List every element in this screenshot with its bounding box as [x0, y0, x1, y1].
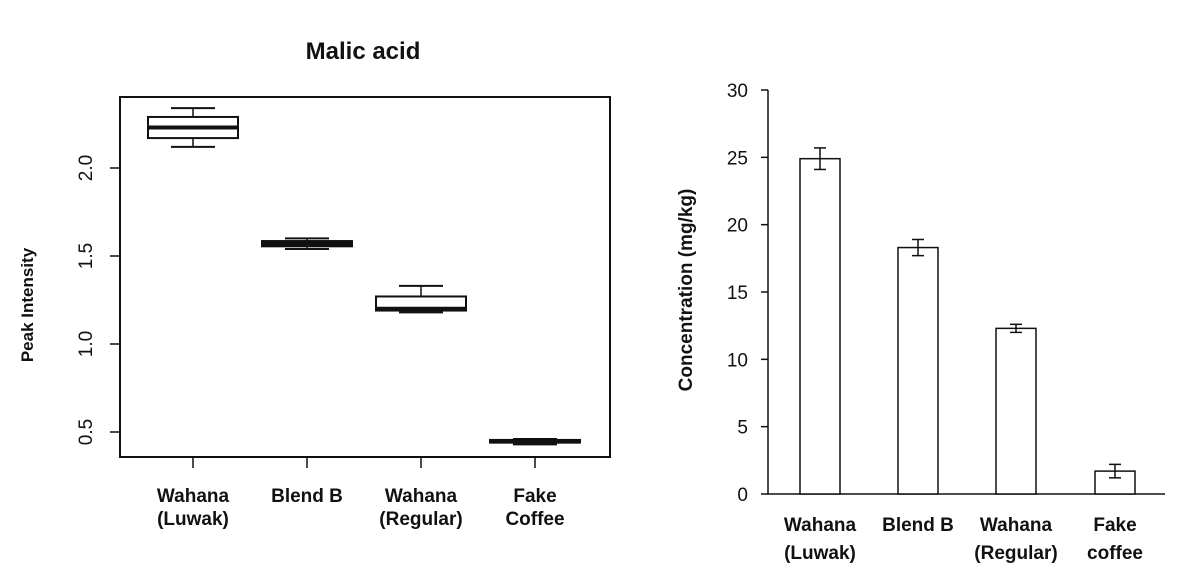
barchart-category-label: Blend B: [882, 515, 954, 536]
boxplot-category-label: Wahana (Regular): [379, 486, 462, 530]
boxplot-category-line: Wahana: [385, 486, 458, 507]
barchart-category-line: Wahana: [784, 515, 857, 536]
boxplot-boxes: [147, 107, 581, 446]
barchart-bar-group: [995, 323, 1037, 495]
barchart-bar: [995, 327, 1037, 495]
boxplot-category-label: Fake Coffee: [505, 486, 564, 530]
boxplot-box: [147, 107, 239, 148]
barchart-y-tick-label: 10: [727, 350, 748, 371]
boxplot-box: [375, 284, 467, 314]
barchart-category-line: Wahana: [980, 515, 1053, 536]
barchart-bar-group: [799, 147, 841, 495]
barchart-y-tick-label: 5: [737, 418, 748, 439]
boxplot-category-line: Coffee: [505, 509, 564, 530]
barchart-category-labels: Wahana (Luwak) Blend B Wahana (Regular) Fake c…: [784, 515, 1143, 564]
barchart-bar: [799, 157, 841, 495]
boxplot-category-line: Fake: [513, 486, 556, 507]
boxplot-box: [261, 237, 353, 250]
barchart-category-line: coffee: [1087, 543, 1143, 564]
barchart-category-line: (Luwak): [784, 543, 856, 564]
barchart-bar: [897, 246, 939, 495]
barchart-bar-group: [897, 238, 939, 495]
boxplot-category-line: Blend B: [271, 486, 343, 507]
boxplot-category-labels: Wahana (Luwak)Blend B Wahana (Regular)Fake C…: [157, 486, 565, 530]
barchart-category-line: Fake: [1093, 515, 1136, 536]
boxplot-y-tick-label: 1.5: [76, 243, 97, 269]
barchart-y-tick-label: 0: [737, 485, 748, 506]
boxplot-x-ticks: [192, 456, 536, 468]
barchart-y-ticks: 0 5 10 15 20 25 30: [727, 81, 768, 506]
barchart-y-axis-label: Concentration (mg/kg): [676, 189, 697, 392]
barchart-category-label: Wahana (Regular): [974, 515, 1057, 564]
boxplot-y-ticks: 0.5 1.0 1.5 2.0: [76, 155, 120, 445]
barchart-category-label: Wahana (Luwak): [784, 515, 857, 564]
boxplot-category-line: Wahana: [157, 486, 230, 507]
boxplot-category-label: Wahana (Luwak): [157, 486, 230, 530]
boxplot-y-axis-label: Peak Intensity: [18, 247, 37, 362]
barchart-y-tick-label: 20: [727, 216, 748, 237]
barchart-bar-group: [1094, 463, 1136, 495]
boxplot-box: [489, 438, 581, 446]
barchart-y-tick-label: 25: [727, 148, 748, 169]
barchart-bars: [799, 147, 1136, 495]
barchart-category-label: Fake coffee: [1087, 515, 1143, 564]
barchart-y-tick-label: 30: [727, 81, 748, 102]
boxplot-plot-frame: [119, 96, 611, 458]
boxplot-category-line: (Regular): [379, 509, 462, 530]
boxplot-y-tick-label: 0.5: [76, 419, 97, 445]
boxplot-title: Malic acid: [306, 38, 421, 65]
boxplot-y-tick-label: 1.0: [76, 331, 97, 357]
boxplot-category-line: (Luwak): [157, 509, 229, 530]
boxplot-panel: Malic acid Peak Intensity 0.5 1.0 1.5 2.0 W…: [18, 38, 611, 530]
barchart-y-tick-label: 15: [727, 283, 748, 304]
barchart-panel: Concentration (mg/kg) 0 5 10 15 20 25 30 Wahan…: [676, 81, 1165, 564]
boxplot-category-label: Blend B: [271, 486, 343, 507]
barchart-category-line: (Regular): [974, 543, 1057, 564]
boxplot-y-tick-label: 2.0: [76, 155, 97, 181]
barchart-category-line: Blend B: [882, 515, 954, 536]
